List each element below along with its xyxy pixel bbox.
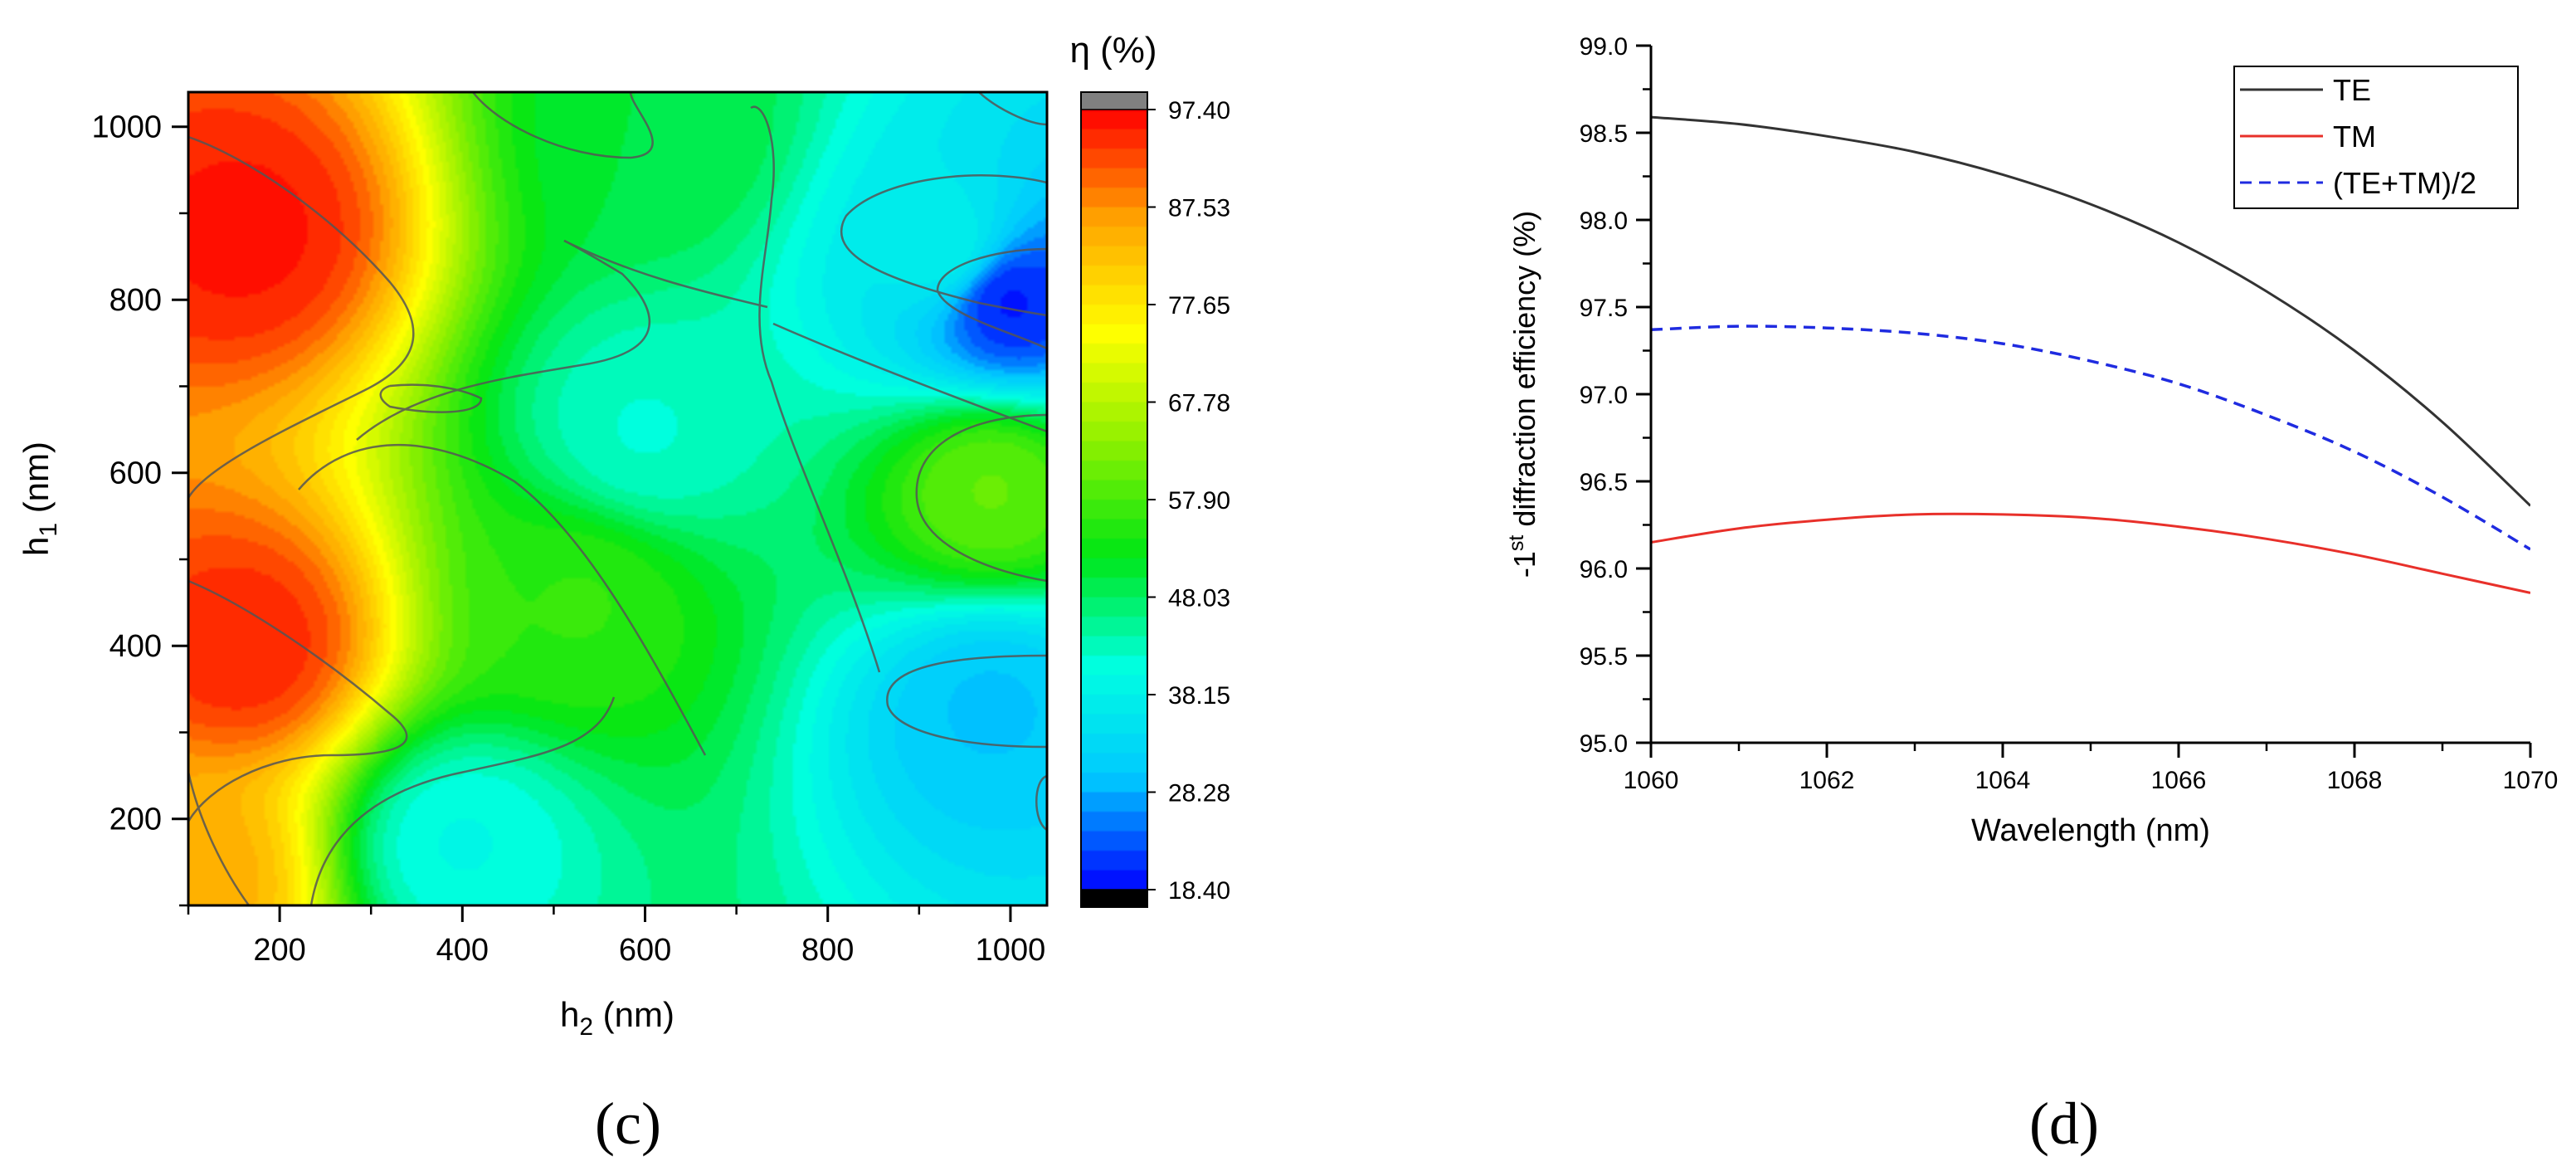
x-tick-label: 1066 — [2151, 767, 2207, 794]
x-tick-label: 1068 — [2327, 767, 2383, 794]
x-tick-label: 1060 — [1624, 767, 1679, 794]
y-tick-label: 95.5 — [1580, 643, 1628, 671]
contour-line — [188, 771, 251, 905]
series-line-te — [1651, 115, 2530, 507]
contour-line — [472, 92, 654, 159]
legend-label: TM — [2333, 120, 2376, 154]
colorbar-tick-label: 87.53 — [1168, 195, 1230, 222]
contour-line — [772, 322, 1047, 433]
contour-line — [1035, 774, 1047, 832]
contour-line — [840, 174, 1047, 317]
x-tick-label: 1070 — [2503, 767, 2559, 794]
colorbar-tick-label: 48.03 — [1168, 585, 1230, 612]
heatmap-axis-ticks: 200 400 600 800 1000 200 400 600 800 1000 — [91, 110, 1045, 968]
x-tick-label: 800 — [801, 933, 854, 968]
contour-line — [379, 383, 483, 413]
y-tick-label: 1000 — [91, 110, 162, 145]
line-chart-legend: TE TM (TE+TM)/2 — [2233, 66, 2519, 209]
contour-line — [978, 92, 1047, 126]
colorbar-tick-label: 77.65 — [1168, 292, 1230, 320]
y-tick-label: 600 — [110, 456, 162, 491]
contour-line — [563, 239, 768, 309]
y-tick-label: 96.5 — [1580, 469, 1628, 496]
colorbar-tick-label: 97.40 — [1168, 97, 1230, 124]
contour-line — [188, 579, 408, 822]
x-tick-label: 400 — [436, 933, 489, 968]
colorbar-ticks: 97.40 87.53 77.65 67.78 57.90 48.03 38.15 28.28… — [1147, 97, 1230, 905]
line-chart-panel: 1060 1062 1064 1066 1068 1070 95.0 95.5 96.0 96.5… — [1505, 33, 2558, 1157]
colorbar-tick-label: 67.78 — [1168, 390, 1230, 417]
contour-line — [886, 654, 1047, 749]
heatmap-panel: 200 400 600 800 1000 200 400 600 800 1000 h2 (nm)… — [17, 90, 1049, 1157]
contour-line — [936, 247, 1047, 350]
line-chart-axis-ticks: 1060 1062 1064 1066 1068 1070 95.0 95.5 96.0 96.5… — [1580, 33, 2559, 794]
y-tick-label: 400 — [110, 629, 162, 664]
colorbar-over-swatch — [1080, 91, 1148, 110]
legend-label: TE — [2333, 73, 2371, 107]
y-tick-label: 95.0 — [1580, 730, 1628, 758]
contour-lines — [188, 92, 1047, 905]
x-tick-label: 1000 — [976, 933, 1046, 968]
colorbar: 97.40 87.53 77.65 67.78 57.90 48.03 38.15 28.28… — [1069, 30, 1230, 908]
contour-line — [750, 105, 881, 673]
colorbar-tick-label: 57.90 — [1168, 487, 1230, 515]
y-tick-label: 99.0 — [1580, 33, 1628, 61]
x-tick-label: 1064 — [1975, 767, 2031, 794]
colorbar-tick-label: 28.28 — [1168, 780, 1230, 807]
contour-line — [188, 135, 415, 499]
y-tick-label: 97.5 — [1580, 295, 1628, 322]
contour-line — [356, 239, 651, 441]
y-tick-label: 800 — [110, 283, 162, 318]
line-series-group — [1651, 115, 2530, 594]
colorbar-tick-label: 38.15 — [1168, 682, 1230, 710]
x-tick-label: 200 — [253, 933, 305, 968]
contour-line — [915, 413, 1047, 583]
x-tick-label: 1062 — [1799, 767, 1855, 794]
colorbar-under-swatch — [1080, 889, 1148, 908]
series-line-tm — [1651, 512, 2530, 594]
line-chart-x-axis-label: Wavelength (nm) — [1971, 813, 2210, 848]
heatmap-frame — [187, 90, 1049, 907]
line-chart-y-axis-label: -1st diffraction efficiency (%) — [1505, 211, 1541, 578]
legend-label: (TE+TM)/2 — [2333, 166, 2476, 200]
heatmap-x-axis-label: h2 (nm) — [560, 995, 674, 1041]
heatmap-y-axis-label: h1 (nm) — [17, 442, 62, 556]
y-tick-label: 96.0 — [1580, 556, 1628, 583]
panel-label-d: (d) — [2029, 1090, 2099, 1157]
y-tick-label: 98.0 — [1580, 207, 1628, 235]
y-tick-label: 98.5 — [1580, 120, 1628, 148]
panel-label-c: (c) — [595, 1090, 661, 1157]
colorbar-gradient — [1081, 110, 1147, 890]
x-tick-label: 600 — [619, 933, 671, 968]
contour-line — [309, 696, 616, 905]
series-line-te-tm-2 — [1651, 324, 2530, 551]
colorbar-title: η (%) — [1069, 30, 1157, 71]
y-tick-label: 200 — [110, 803, 162, 837]
contour-line — [298, 444, 707, 756]
y-tick-label: 97.0 — [1580, 382, 1628, 409]
colorbar-tick-label: 18.40 — [1168, 877, 1230, 905]
heatmap-field — [188, 92, 1047, 905]
